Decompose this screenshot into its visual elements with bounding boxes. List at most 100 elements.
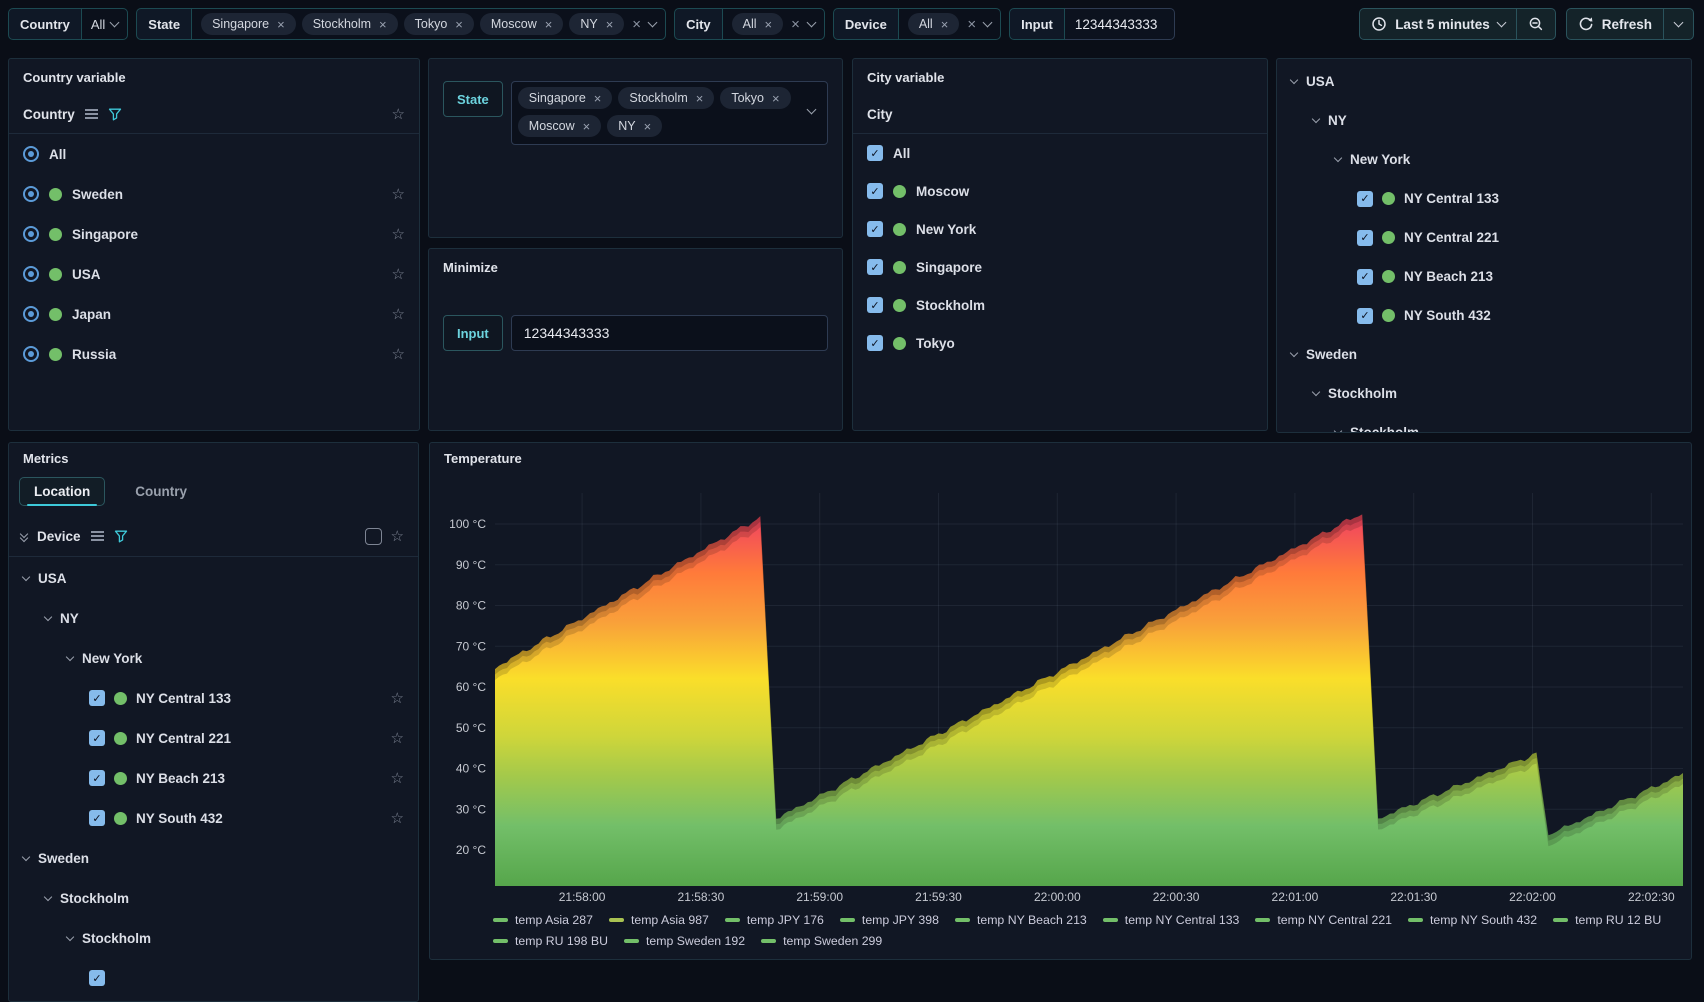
tree-group-new-york[interactable]: New York — [1277, 140, 1691, 179]
chevron-down-icon[interactable] — [982, 17, 993, 27]
country-option-all[interactable]: All — [9, 134, 419, 174]
refresh-interval-dropdown[interactable] — [1664, 9, 1693, 39]
favorite-star-icon[interactable]: ☆ — [391, 264, 405, 283]
clear-all-icon[interactable]: × — [632, 15, 642, 33]
checkbox-checked[interactable]: ✓ — [89, 970, 105, 986]
filter-value-country[interactable]: All — [81, 8, 129, 40]
country-option-russia[interactable]: Russia ☆ — [9, 334, 419, 374]
city-option-tokyo[interactable]: ✓ Tokyo — [853, 324, 1267, 362]
legend-item[interactable]: temp RU 198 BU — [493, 934, 608, 948]
checkbox-checked[interactable]: ✓ — [1357, 190, 1373, 207]
tab-country[interactable]: Country — [135, 484, 187, 499]
clear-all-icon[interactable]: × — [791, 15, 800, 33]
checkbox-checked[interactable]: ✓ — [867, 221, 883, 237]
city-option-stockholm[interactable]: ✓ Stockholm — [853, 286, 1267, 324]
collapse-all-icon[interactable] — [19, 529, 29, 543]
chevron-down-icon[interactable] — [647, 17, 658, 27]
radio-selected[interactable] — [23, 346, 39, 362]
value-chip[interactable]: Tokyo × — [720, 87, 791, 109]
legend-item[interactable]: temp RU 12 BU — [1553, 913, 1661, 927]
remove-chip-icon[interactable]: × — [455, 16, 463, 32]
zoom-out-button[interactable] — [1517, 9, 1555, 39]
favorite-star-icon[interactable]: ☆ — [391, 344, 405, 363]
checkbox-checked[interactable]: ✓ — [867, 259, 883, 275]
checkbox-checked[interactable]: ✓ — [867, 335, 883, 351]
tree-group-ny[interactable]: NY — [9, 598, 418, 638]
filter-value-state[interactable]: Singapore × Stockholm × Tokyo × Moscow × NY × × — [192, 8, 667, 40]
legend-item[interactable]: temp NY Central 221 — [1255, 913, 1392, 927]
tree-group-new-york[interactable]: New York — [9, 638, 418, 678]
value-chip[interactable]: Stockholm × — [301, 13, 398, 35]
city-option-new-york[interactable]: ✓ New York — [853, 210, 1267, 248]
remove-chip-icon[interactable]: × — [772, 90, 780, 106]
country-option-singapore[interactable]: Singapore ☆ — [9, 214, 419, 254]
checkbox-checked[interactable]: ✓ — [867, 145, 883, 161]
tree-group-stockholm[interactable]: Stockholm — [9, 918, 418, 958]
checkbox-checked[interactable]: ✓ — [89, 730, 105, 746]
favorite-star-icon[interactable]: ☆ — [390, 808, 404, 827]
chevron-down-icon[interactable] — [806, 17, 817, 27]
tree-group-stockholm[interactable]: Stockholm — [1277, 374, 1691, 413]
remove-chip-icon[interactable]: × — [695, 90, 704, 106]
list-icon[interactable] — [90, 535, 104, 537]
legend-item[interactable]: temp NY Beach 213 — [954, 913, 1087, 927]
chevron-down-icon[interactable] — [65, 652, 75, 661]
value-chip[interactable]: All × — [907, 13, 960, 35]
tree-group-sweden[interactable]: Sweden — [1277, 335, 1691, 374]
radio-selected[interactable] — [23, 226, 39, 242]
select-all-checkbox[interactable] — [364, 527, 382, 545]
remove-chip-icon[interactable]: × — [940, 16, 949, 32]
checkbox-checked[interactable]: ✓ — [1357, 307, 1373, 324]
value-chip[interactable]: All × — [731, 13, 784, 35]
city-option-moscow[interactable]: ✓ Moscow — [853, 172, 1267, 210]
tree-group-stockholm[interactable]: Stockholm — [1277, 413, 1691, 432]
legend-item[interactable]: temp Sweden 299 — [761, 934, 882, 948]
country-option-sweden[interactable]: Sweden ☆ — [9, 174, 419, 214]
remove-chip-icon[interactable]: × — [593, 90, 602, 106]
tree-group-usa[interactable]: USA — [9, 558, 418, 598]
value-chip[interactable]: Singapore × — [201, 13, 296, 35]
legend-item[interactable]: temp NY South 432 — [1408, 913, 1537, 927]
checkbox-checked[interactable]: ✓ — [1357, 229, 1373, 246]
chevron-down-icon[interactable] — [21, 852, 31, 861]
remove-chip-icon[interactable]: × — [643, 118, 652, 134]
city-option-all[interactable]: ✓ All — [853, 134, 1267, 172]
chevron-down-icon[interactable] — [21, 572, 31, 581]
time-range-picker[interactable]: Last 5 minutes — [1359, 8, 1556, 40]
chevron-down-icon[interactable] — [1289, 75, 1299, 85]
tree-device-ny-central-133[interactable]: ✓ NY Central 133 — [1277, 179, 1691, 218]
tree-device-ny-south-432[interactable]: ✓ NY South 432 ☆ — [9, 798, 418, 838]
tree-group-usa[interactable]: USA — [1277, 62, 1691, 101]
country-option-japan[interactable]: Japan ☆ — [9, 294, 419, 334]
favorite-star-icon[interactable]: ☆ — [390, 728, 404, 747]
favorite-star-icon[interactable]: ☆ — [391, 184, 405, 203]
value-chip[interactable]: Moscow × — [479, 13, 564, 35]
chevron-down-icon[interactable] — [1333, 153, 1343, 163]
favorite-star-icon[interactable]: ☆ — [390, 768, 404, 787]
favorite-star-icon[interactable]: ☆ — [390, 688, 404, 707]
checkbox-checked[interactable]: ✓ — [1357, 268, 1373, 285]
remove-chip-icon[interactable]: × — [544, 16, 553, 32]
legend-item[interactable]: temp Sweden 192 — [623, 934, 745, 948]
favorite-star-icon[interactable]: ☆ — [391, 304, 405, 323]
value-chip[interactable]: Tokyo × — [403, 13, 474, 35]
chevron-down-icon[interactable] — [109, 17, 120, 27]
list-icon[interactable] — [84, 113, 98, 115]
legend-item[interactable]: temp Asia 987 — [608, 913, 709, 927]
clear-all-icon[interactable]: × — [967, 15, 977, 33]
filter-value-city[interactable]: All × × — [722, 8, 825, 40]
tree-device-ny-beach-213[interactable]: ✓ NY Beach 213 ☆ — [9, 758, 418, 798]
chevron-down-icon[interactable] — [806, 104, 817, 115]
remove-chip-icon[interactable]: × — [764, 16, 773, 32]
tree-group-sweden[interactable]: Sweden — [9, 838, 418, 878]
tree-device-ny-south-432[interactable]: ✓ NY South 432 — [1277, 296, 1691, 335]
chevron-down-icon[interactable] — [43, 612, 53, 621]
legend-item[interactable]: temp JPY 398 — [839, 913, 939, 927]
radio-selected[interactable] — [23, 186, 39, 202]
time-range-button[interactable]: Last 5 minutes — [1360, 9, 1516, 39]
radio-selected[interactable] — [23, 306, 39, 322]
favorite-star-icon[interactable]: ☆ — [391, 104, 405, 123]
checkbox-checked[interactable]: ✓ — [89, 810, 105, 826]
tree-device-ny-beach-213[interactable]: ✓ NY Beach 213 — [1277, 257, 1691, 296]
legend-item[interactable]: temp Asia 287 — [493, 913, 593, 927]
